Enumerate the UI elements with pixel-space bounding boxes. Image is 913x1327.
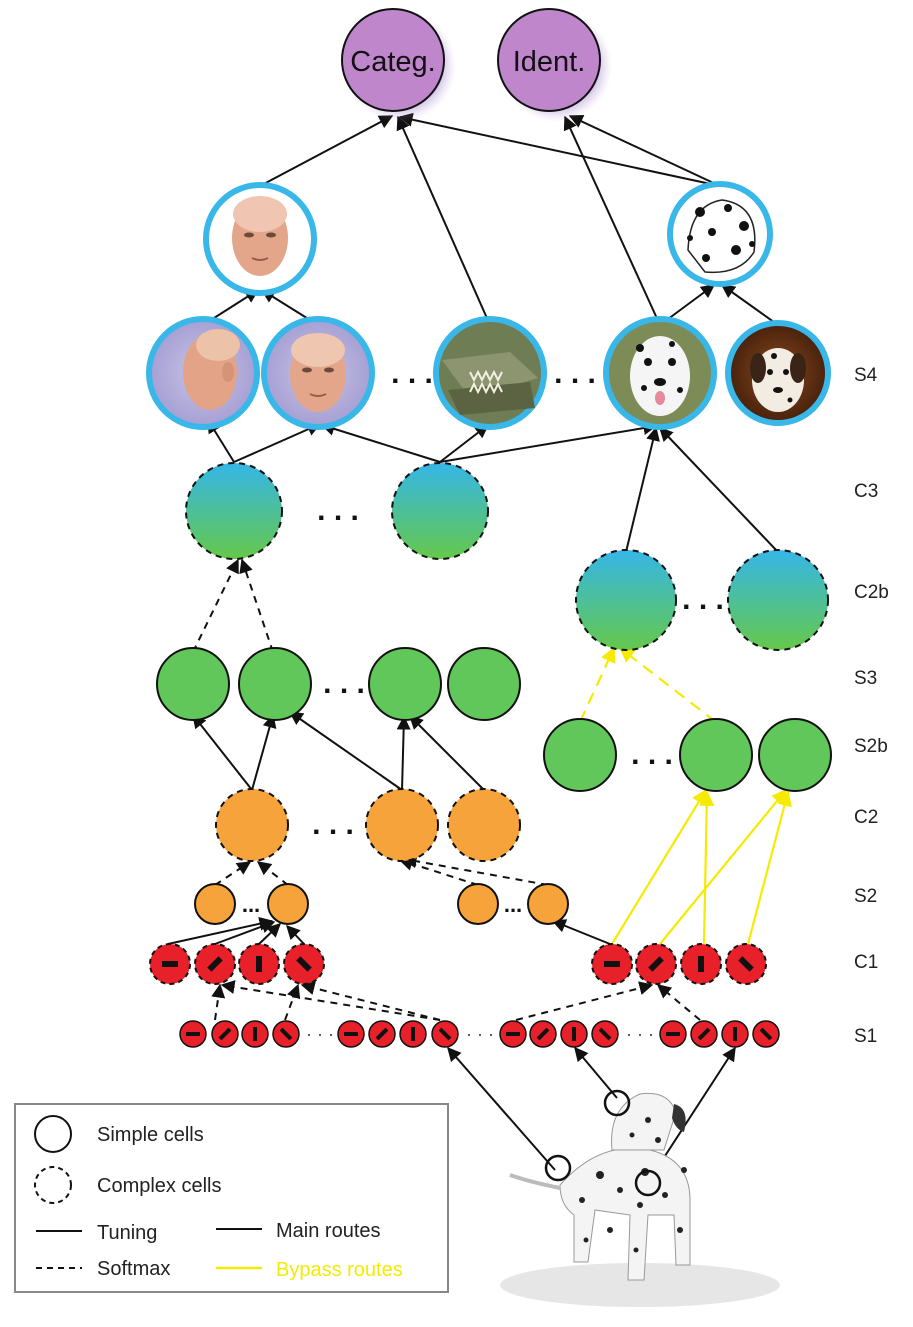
legend-simple: Simple cells: [97, 1124, 204, 1146]
vertical-bar-icon: [256, 956, 262, 972]
s1-ellipsis-1: · · ·: [306, 1024, 334, 1044]
layer-label-s1: S1: [854, 1026, 877, 1047]
s2b-node-1: [543, 718, 617, 792]
legend: Simple cells Complex cells Tuning Softma…: [14, 1103, 449, 1293]
s4-crocodile-node: [433, 316, 547, 430]
face-view-invariant-node: [203, 182, 317, 296]
s3-node-4: [447, 647, 521, 721]
ident-label: Ident.: [513, 46, 586, 78]
c2b-node-1: [575, 549, 677, 651]
legend-main: Main routes: [276, 1220, 381, 1242]
layer-label-c3: C3: [854, 481, 878, 502]
layer-labels: S4 C3 C2b S3 S2b C2 S2 C1 S1: [854, 365, 889, 1047]
layer-label-c2b: C2b: [854, 582, 889, 603]
dalmatian-front-icon: [630, 336, 690, 416]
s3-node-3: [368, 647, 442, 721]
horizontal-bar-icon: [162, 961, 178, 967]
dalmatian-drawing-node: [667, 181, 773, 287]
s4-ellipsis-2: . . .: [554, 357, 596, 390]
receptive-field-tail: [544, 1154, 572, 1182]
input-dalmatian-image: [500, 1089, 780, 1307]
layer-label-s3: S3: [854, 668, 877, 689]
legend-complex: Complex cells: [97, 1175, 221, 1197]
s4-face-front-node: [261, 316, 375, 430]
categ-node: Categ.: [341, 8, 456, 122]
c3-node-1: [185, 462, 283, 560]
s4-dalmatian-node: [603, 316, 717, 430]
s4-face-profile-node: [146, 316, 260, 430]
dalmatian-sketch-icon: [687, 199, 756, 274]
s2-node-1: [194, 883, 236, 925]
c2-node-2: [365, 788, 439, 862]
complex-cell-icon: [34, 1166, 72, 1204]
softmax-connections: [192, 558, 701, 1021]
c2b-node-2: [727, 549, 829, 651]
c2-node-1: [215, 788, 289, 862]
s2-node-3: [457, 883, 499, 925]
legend-softmax: Softmax: [97, 1258, 170, 1280]
s1-row: · · · · · · · · ·: [179, 1020, 780, 1048]
s3-node-1: [156, 647, 230, 721]
legend-tuning: Tuning: [97, 1222, 157, 1244]
dalmatian-portrait-icon: [750, 348, 806, 412]
c2-ellipsis: . . .: [312, 808, 354, 841]
layer-label-s2: S2: [854, 886, 877, 907]
s2b-node-3: [758, 718, 832, 792]
layer-label-s2b: S2b: [854, 736, 888, 757]
categ-label: Categ.: [350, 46, 435, 78]
c3-node-2: [391, 462, 489, 560]
s2-node-4: [527, 883, 569, 925]
s2b-node-2: [679, 718, 753, 792]
c3-ellipsis: . . .: [317, 494, 359, 527]
s3-node-2: [238, 647, 312, 721]
s4-dalmatian-portrait-node: [725, 320, 831, 426]
c2-node-3: [447, 788, 521, 862]
bypass-connections: [579, 646, 792, 945]
simple-cell-icon: [34, 1115, 72, 1153]
layer-label-s4: S4: [854, 365, 878, 386]
s2-ellipsis-1: ...: [242, 892, 260, 917]
layer-label-c2: C2: [854, 807, 878, 828]
c2b-ellipsis: . . .: [682, 583, 724, 616]
s4-ellipsis-1: . . .: [391, 357, 433, 390]
s3-ellipsis: . . .: [323, 667, 365, 700]
crocodile-icon: [442, 352, 538, 415]
s2-node-2: [267, 883, 309, 925]
s2-ellipsis-2: ...: [504, 892, 522, 917]
s2b-ellipsis: . . .: [631, 738, 673, 771]
ident-node: Ident.: [497, 8, 612, 122]
s1-ellipsis-3: · · ·: [626, 1024, 654, 1044]
layer-label-c1: C1: [854, 952, 878, 973]
s1-ellipsis-2: · · ·: [466, 1024, 494, 1044]
receptive-field-body: [634, 1169, 662, 1197]
receptive-field-head: [603, 1089, 631, 1117]
legend-bypass: Bypass routes: [276, 1259, 403, 1281]
